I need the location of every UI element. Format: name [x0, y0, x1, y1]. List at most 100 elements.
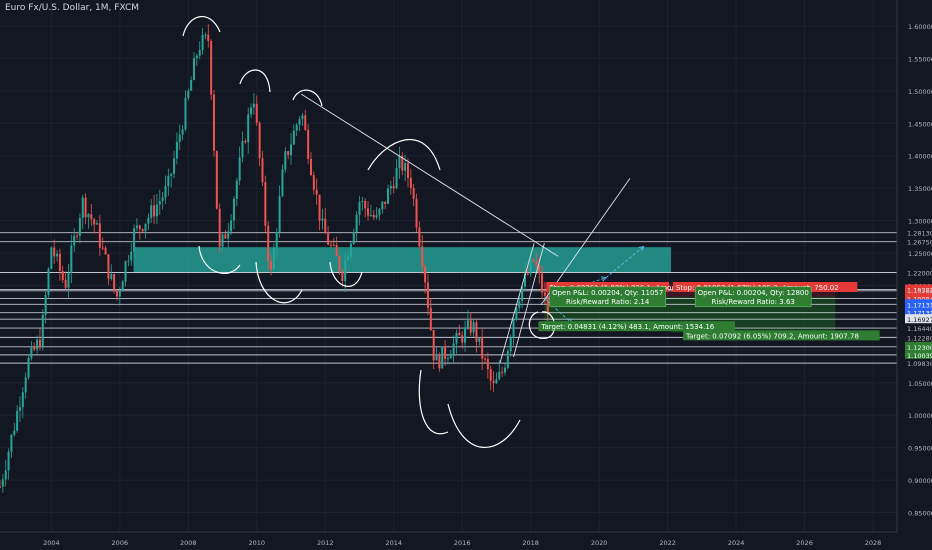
candle-body	[13, 430, 16, 435]
candle-body	[121, 281, 124, 291]
candle-body	[518, 301, 521, 308]
candle-body	[193, 58, 196, 81]
chart-title: Euro Fx/U.S. Dollar, 1M, FXCM	[5, 3, 140, 13]
candle-body	[130, 251, 133, 261]
hand-drawn-curve	[255, 261, 303, 304]
candle-body	[281, 169, 284, 197]
hand-drawn-curve	[367, 139, 441, 171]
candle-body	[424, 267, 427, 283]
candle-body	[484, 358, 487, 360]
candle-body	[230, 220, 233, 232]
candle-body	[409, 177, 412, 189]
candle-body	[404, 162, 407, 171]
candle-body	[261, 158, 264, 183]
price-tick-label: 1.35000	[908, 185, 932, 193]
candle-body	[432, 330, 435, 361]
price-level-label: 1.10039	[907, 352, 932, 360]
candle-body	[435, 354, 438, 361]
candle-body	[141, 229, 144, 232]
candle-body	[270, 261, 273, 270]
candle-body	[267, 225, 270, 262]
time-tick-label: 2004	[43, 539, 60, 547]
candle-body	[10, 434, 13, 452]
candle-body	[287, 151, 290, 156]
candle-body	[455, 332, 458, 344]
price-tick-label: 1.45000	[908, 120, 932, 128]
price-level-label: 1.19180	[907, 288, 932, 296]
candle-body	[332, 244, 335, 246]
candle-body	[543, 292, 546, 296]
candle-body	[252, 103, 255, 108]
candle-body	[387, 188, 390, 204]
trendline	[513, 243, 545, 357]
position-2-target-label-bg	[683, 330, 880, 341]
price-tick-label: 1.30000	[908, 218, 932, 226]
price-tick-label: 1.05000	[908, 380, 932, 388]
price-tick-label: 0.95000	[908, 445, 932, 453]
candle-body	[187, 90, 190, 99]
candle-body	[24, 377, 27, 393]
candle-body	[418, 227, 421, 247]
candle-body	[78, 217, 81, 236]
candle-body	[164, 186, 167, 198]
candle-body	[64, 279, 67, 288]
candle-body	[364, 201, 367, 209]
position-2-rr-label: Risk/Reward Ratio: 3.63	[712, 298, 795, 306]
candle-body	[521, 286, 524, 302]
candle-body	[215, 150, 218, 209]
candle-body	[115, 290, 118, 297]
candle-body	[466, 320, 469, 328]
candle-body	[344, 259, 347, 282]
candle-body	[501, 371, 504, 373]
candle-body	[335, 244, 338, 257]
price-level-label: 1.12300	[907, 344, 932, 352]
candle-body	[469, 320, 472, 333]
hand-drawn-curve	[182, 15, 221, 37]
candle-body	[523, 273, 526, 287]
candle-body	[478, 337, 481, 342]
hand-drawn-curve	[292, 89, 323, 107]
candle-body	[426, 282, 429, 308]
candle-body	[441, 346, 444, 369]
candle-body	[113, 274, 116, 291]
candle-body	[184, 98, 187, 130]
position-1-pnl-label: Open P&L: 0.00204, Qty: 11057	[552, 289, 663, 297]
candle-body	[367, 208, 370, 216]
candle-body	[195, 55, 198, 59]
candle-body	[207, 34, 210, 41]
candle-body	[481, 337, 484, 359]
candle-body	[93, 219, 96, 225]
candle-body	[50, 247, 53, 269]
price-tick-label: 1.40000	[908, 153, 932, 161]
candle-body	[167, 176, 170, 187]
candle-body	[538, 265, 541, 274]
price-tick-label: 1.00000	[908, 412, 932, 420]
candle-body	[181, 129, 184, 135]
candle-body	[210, 40, 213, 95]
candle-body	[124, 261, 127, 282]
projection-arrow	[605, 246, 644, 279]
price-level-badge	[905, 307, 932, 317]
candle-body	[1, 479, 4, 487]
candle-body	[107, 254, 110, 279]
time-tick-label: 2024	[728, 539, 745, 547]
hand-drawn-curve	[329, 261, 363, 287]
candle-body	[218, 208, 221, 247]
candle-body	[529, 259, 532, 274]
candle-body	[204, 34, 207, 36]
candle-body	[452, 343, 455, 356]
price-tick-label: 1.25000	[908, 250, 932, 258]
candle-body	[372, 214, 375, 218]
candle-body	[7, 451, 10, 471]
candle-body	[449, 355, 452, 359]
price-axis-bg	[897, 0, 932, 550]
time-tick-label: 2006	[112, 539, 129, 547]
candle-body	[278, 196, 281, 233]
candle-body	[56, 253, 59, 257]
candle-body	[352, 232, 355, 244]
trendline	[301, 93, 559, 257]
price-tick-label: 1.60000	[908, 23, 932, 31]
candle-body	[221, 234, 224, 247]
candle-body	[458, 332, 461, 336]
